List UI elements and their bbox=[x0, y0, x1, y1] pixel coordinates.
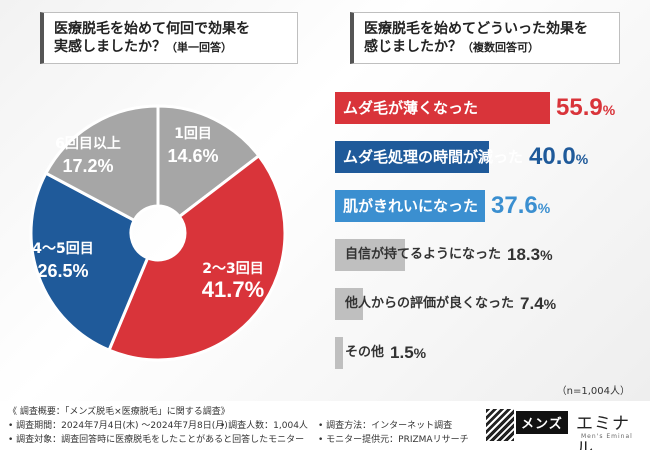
bar bbox=[335, 288, 364, 320]
bar-value-label: 37.6% bbox=[491, 192, 551, 219]
left-question-title2: 実感しましたか？ bbox=[54, 39, 166, 55]
bar-category-label: ムダ毛が薄くなった bbox=[343, 99, 479, 117]
brand-tagline: Men's Eminal bbox=[581, 433, 633, 440]
footer: 《 調査概要：「メンズ脱毛×医療脱毛」に関する調査》 • 調査期間：2024年7… bbox=[0, 401, 650, 450]
pie-value-label: 14.6% bbox=[167, 146, 218, 166]
left-question-box: 医療脱毛を始めて何回で効果を 実感しましたか？（単一回答） bbox=[40, 12, 298, 64]
pie-slice-4 bbox=[43, 104, 160, 223]
bar bbox=[335, 190, 485, 222]
brand-mens: メンズ bbox=[516, 411, 568, 434]
footer-provider: • モニター提供元：PRIZMAリサーチ bbox=[318, 435, 469, 445]
left-question-note: （単一回答） bbox=[166, 41, 232, 54]
footer-title: 《 調査概要：「メンズ脱毛×医療脱毛」に関する調査》 bbox=[8, 407, 230, 417]
pie-value-label: 17.2% bbox=[62, 156, 113, 176]
bar-value-label: 1.5% bbox=[390, 343, 427, 362]
bar-category-label: 自信が持てるようになった bbox=[345, 247, 502, 262]
footer-target: • 調査対象：調査回答時に医療脱毛をしたことがあると回答したモニター bbox=[8, 435, 305, 445]
right-question-note: （複数回答可） bbox=[462, 41, 539, 54]
brand-logo: メンズ エミナル Men's Eminal bbox=[486, 405, 646, 450]
bar bbox=[335, 337, 343, 369]
left-question-title: 医療脱毛を始めて何回で効果を bbox=[54, 21, 250, 37]
pie-category-label: 4〜5回目 bbox=[32, 241, 93, 257]
bar bbox=[335, 141, 489, 173]
bar-category-label: 肌がきれいになった bbox=[343, 197, 479, 215]
bar-category-label: 他人からの評価が良くなった bbox=[345, 296, 515, 311]
pie-value-label: 41.7% bbox=[202, 277, 264, 302]
brand-name: エミナル bbox=[576, 414, 630, 450]
brand-mark-icon bbox=[486, 409, 514, 441]
right-question-title2: 感じましたか？ bbox=[364, 39, 462, 55]
right-question-title: 医療脱毛を始めてどういった効果を bbox=[364, 21, 588, 37]
bar-value-label: 18.3% bbox=[507, 245, 553, 264]
bar bbox=[335, 92, 550, 124]
bar-value-label: 7.4% bbox=[520, 294, 557, 313]
pie-slice-3 bbox=[29, 171, 150, 353]
pie-category-label: 1回目 bbox=[174, 126, 212, 142]
bar-value-label: 40.0% bbox=[529, 143, 589, 170]
sample-size-note: （n=1,004人） bbox=[556, 386, 630, 397]
pie-value-label: 26.5% bbox=[37, 261, 88, 281]
footer-count: • 調査人数：1,004人 bbox=[220, 421, 308, 431]
bar-category-label: その他 bbox=[345, 345, 385, 360]
footer-period: • 調査期間：2024年7月4日(木) 〜2024年7月8日(月) bbox=[8, 421, 228, 431]
pie-category-label: 6回目以上 bbox=[55, 136, 121, 152]
left-question-line2: 実感しましたか？（単一回答） bbox=[54, 38, 287, 57]
bar-category-label: ムダ毛処理の時間が減った bbox=[343, 148, 524, 166]
bar bbox=[335, 239, 406, 271]
bar-value-label: 55.9% bbox=[556, 94, 616, 121]
right-question-box: 医療脱毛を始めてどういった効果を 感じましたか？（複数回答可） bbox=[350, 12, 620, 64]
footer-method: • 調査方法：インターネット調査 bbox=[318, 421, 453, 431]
pie-slice-2 bbox=[107, 153, 287, 362]
pie-category-label: 2〜3回目 bbox=[202, 261, 263, 277]
pie-slice-1 bbox=[156, 104, 261, 219]
right-question-line2: 感じましたか？（複数回答可） bbox=[364, 38, 609, 57]
